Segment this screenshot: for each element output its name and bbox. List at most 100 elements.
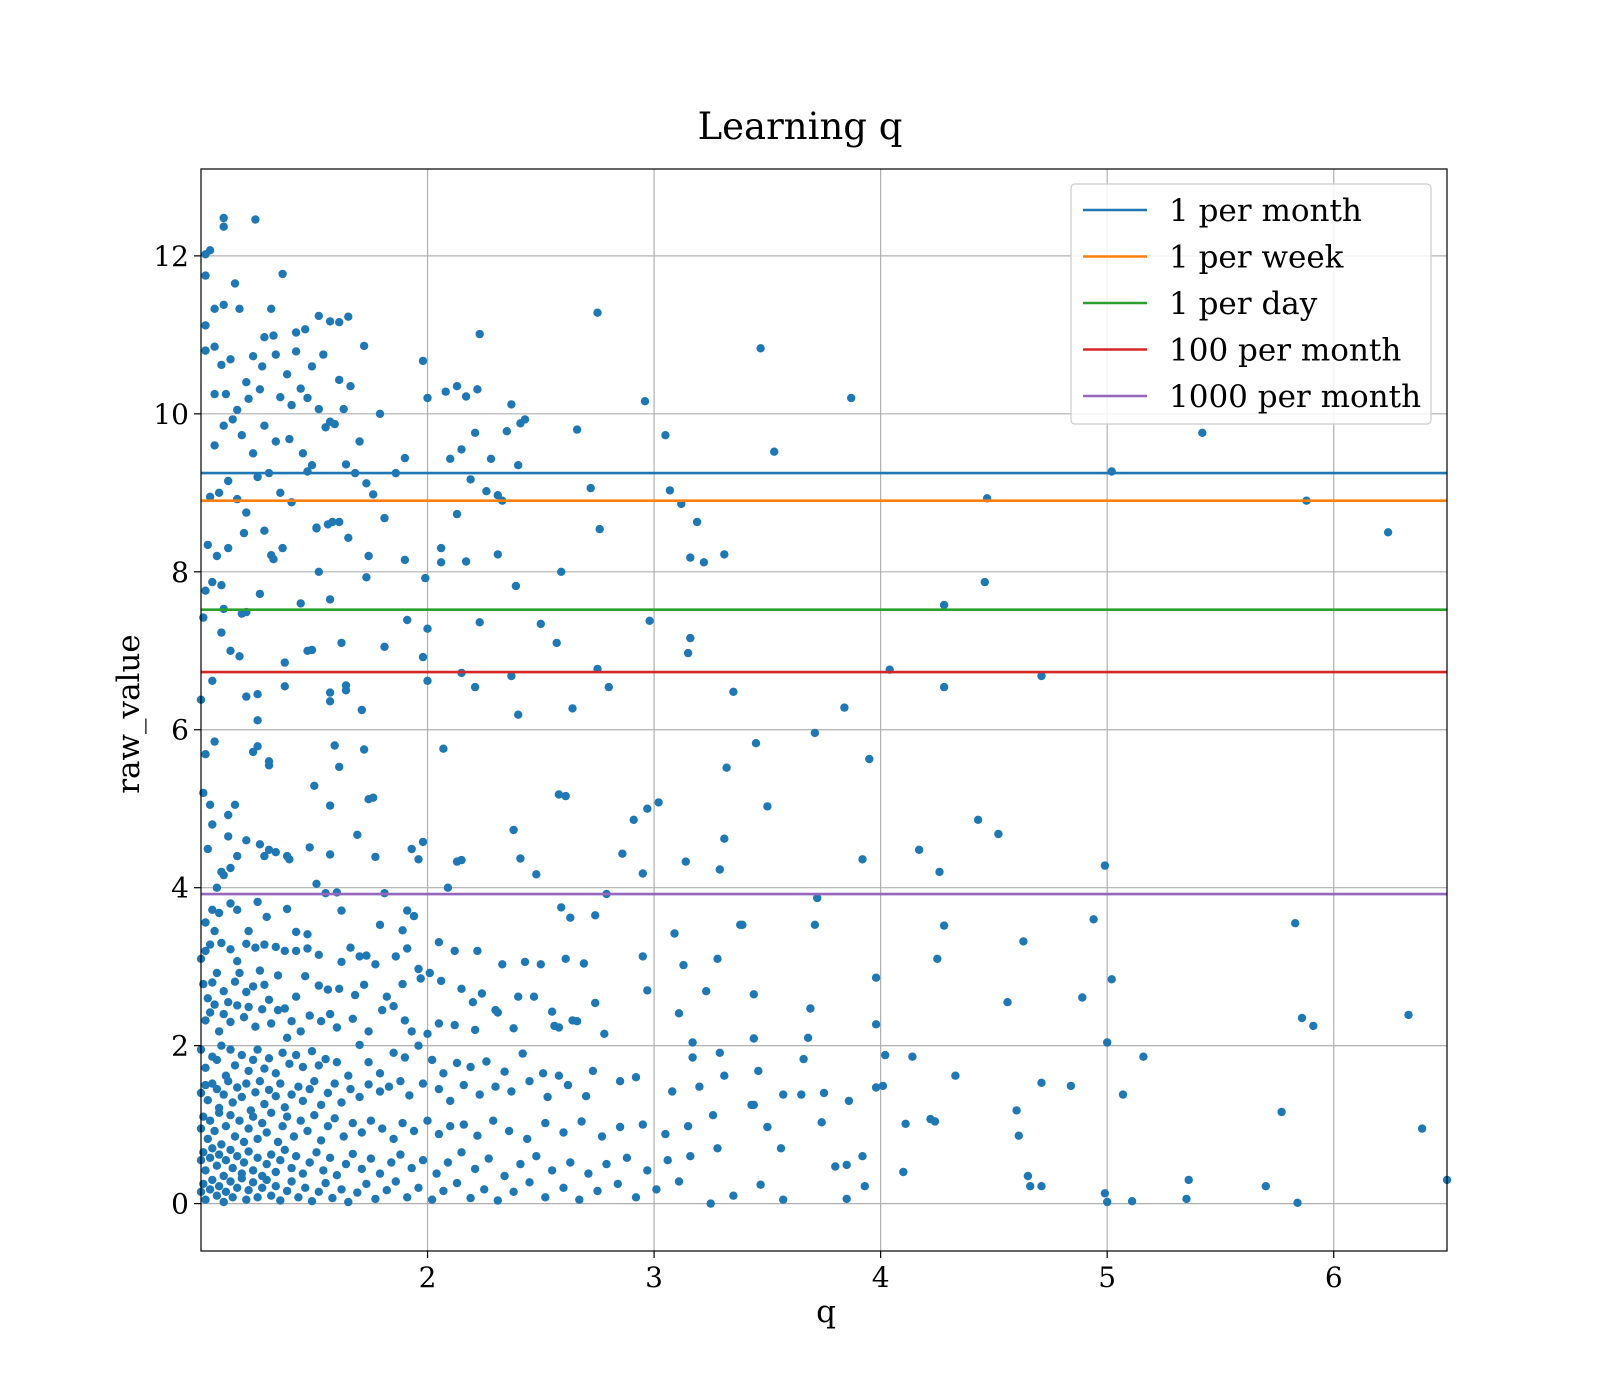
data-point — [398, 1118, 407, 1128]
data-point — [201, 750, 210, 759]
data-point — [359, 980, 369, 989]
data-point — [201, 1166, 210, 1175]
data-point — [414, 1183, 423, 1193]
legend-entry-label: 100 per month — [1169, 333, 1401, 369]
y-axis-label: raw_value — [111, 634, 147, 794]
data-point — [203, 994, 212, 1003]
data-point — [199, 613, 208, 622]
data-point — [516, 1159, 525, 1169]
data-point — [205, 246, 215, 255]
data-point — [770, 447, 779, 456]
data-point — [321, 1178, 330, 1188]
data-point — [296, 599, 305, 608]
y-tick-label: 4 — [171, 872, 189, 905]
data-point — [566, 1158, 575, 1167]
data-point — [303, 930, 312, 939]
data-point — [239, 1158, 249, 1167]
data-point — [239, 1013, 249, 1022]
data-point — [842, 1160, 851, 1170]
data-point — [280, 658, 289, 667]
data-point — [364, 551, 373, 561]
data-point — [282, 1033, 292, 1043]
data-point — [267, 1150, 276, 1159]
data-point — [507, 1087, 516, 1096]
data-point — [443, 883, 453, 892]
data-point — [364, 1027, 373, 1036]
data-point — [810, 728, 820, 738]
data-point — [269, 331, 278, 340]
data-point — [208, 905, 217, 914]
plot-frame — [200, 168, 1448, 1252]
data-point — [201, 946, 210, 956]
data-point — [423, 393, 432, 403]
data-point — [618, 849, 627, 858]
data-point — [226, 1045, 235, 1054]
data-point — [378, 1124, 387, 1133]
data-point — [280, 1004, 289, 1013]
data-point — [280, 1145, 289, 1155]
data-point — [335, 318, 344, 327]
data-point — [387, 1158, 396, 1167]
data-point — [366, 1116, 376, 1125]
data-point — [221, 389, 231, 399]
data-point — [264, 1085, 274, 1095]
data-point — [278, 1122, 287, 1131]
data-point — [400, 1016, 410, 1025]
data-point — [400, 453, 410, 463]
data-point — [939, 600, 949, 610]
data-point — [806, 1004, 815, 1013]
data-point — [584, 1169, 593, 1178]
data-point — [230, 1132, 240, 1141]
data-point — [380, 642, 389, 651]
data-point — [602, 1159, 611, 1169]
data-point — [439, 744, 448, 753]
data-point — [325, 850, 335, 859]
data-point — [1012, 1106, 1021, 1115]
data-point — [344, 1071, 353, 1080]
data-point — [371, 852, 380, 862]
data-point — [858, 855, 867, 864]
data-point — [233, 494, 242, 504]
data-point — [951, 1071, 960, 1080]
data-point — [493, 1008, 502, 1017]
data-point — [235, 652, 244, 661]
data-point — [201, 1063, 210, 1073]
data-point — [224, 1077, 233, 1086]
data-point — [520, 957, 530, 967]
data-point — [210, 342, 219, 351]
legend-entry-label: 1 per week — [1169, 240, 1344, 276]
data-point — [248, 1112, 258, 1121]
data-point — [305, 1084, 314, 1094]
data-point — [434, 1129, 444, 1139]
data-point — [258, 362, 267, 371]
data-point — [500, 1067, 509, 1076]
data-point — [504, 1126, 514, 1136]
data-point — [248, 449, 258, 458]
data-point — [325, 595, 335, 604]
data-point — [525, 1077, 534, 1086]
x-tick-label: 2 — [419, 1261, 437, 1294]
data-point — [287, 498, 296, 507]
data-point — [434, 938, 444, 947]
data-point — [713, 1144, 722, 1153]
data-point — [219, 987, 228, 996]
data-point — [264, 1054, 274, 1063]
data-point — [239, 1137, 249, 1147]
data-point — [842, 1194, 851, 1204]
data-point — [871, 1020, 881, 1029]
data-point — [720, 834, 729, 843]
data-point — [663, 1156, 672, 1165]
data-point — [248, 1178, 258, 1187]
data-point — [489, 1116, 498, 1125]
data-point — [303, 393, 312, 403]
data-point — [212, 1191, 222, 1200]
data-point — [359, 745, 369, 754]
data-point — [210, 1126, 219, 1136]
data-point — [523, 1134, 532, 1144]
data-point — [335, 984, 344, 993]
data-point — [255, 1077, 265, 1086]
data-point — [409, 1126, 419, 1136]
data-point — [384, 1082, 394, 1091]
data-point — [348, 1149, 357, 1159]
data-point — [205, 940, 215, 949]
